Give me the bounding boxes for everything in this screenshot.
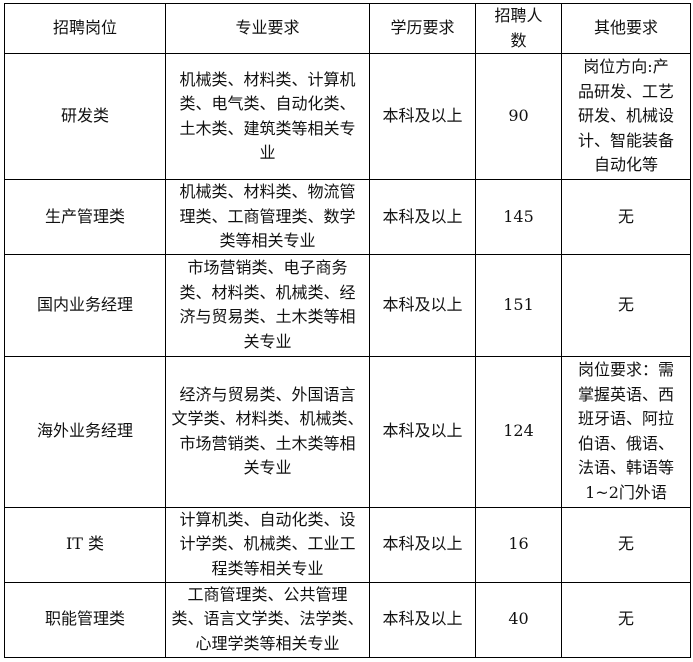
cell-count: 40 (475, 581, 562, 658)
table-row: 海外业务经理 经济与贸易类、外国语言 文学类、材料类、机械类、 市场营销类、土木… (4, 355, 691, 508)
cell-major: 计算机类、自动化类、设 计学类、机械类、工业工 程类等相关专业 (165, 506, 370, 583)
cell-position: 海外业务经理 (4, 355, 166, 508)
header-education: 学历要求 (369, 3, 476, 54)
cell-count: 16 (475, 506, 562, 583)
cell-major: 工商管理类、公共管理 类、语言文学类、法学类、 心理学类等相关专业 (165, 581, 370, 658)
cell-education: 本科及以上 (369, 581, 476, 658)
cell-education: 本科及以上 (369, 506, 476, 583)
header-count: 招聘人 数 (475, 3, 562, 54)
recruitment-table: 招聘岗位 专业要求 学历要求 招聘人 数 其他要求 研发类 机械类、材料类、计算… (4, 3, 691, 658)
cell-other: 无 (561, 253, 691, 357)
cell-education: 本科及以上 (369, 355, 476, 508)
header-major: 专业要求 (165, 3, 370, 54)
cell-position: 国内业务经理 (4, 253, 166, 357)
cell-other: 岗位要求：需 掌握英语、西 班牙语、阿拉 伯语、俄语、 法语、韩语等 1~2门外… (561, 355, 691, 508)
header-other: 其他要求 (561, 3, 691, 54)
cell-count: 124 (475, 355, 562, 508)
cell-position: 生产管理类 (4, 179, 166, 255)
cell-other: 无 (561, 506, 691, 583)
cell-count: 151 (475, 253, 562, 357)
cell-count: 90 (475, 53, 562, 180)
cell-position: 职能管理类 (4, 581, 166, 658)
cell-major: 市场营销类、电子商务 类、材料类、机械类、经 济与贸易类、土木类等相 关专业 (165, 253, 370, 357)
header-position: 招聘岗位 (4, 3, 166, 54)
cell-position: 研发类 (4, 53, 166, 180)
table-row: 研发类 机械类、材料类、计算机 类、电气类、自动化类、 土木类、建筑类等相关专 … (4, 53, 691, 180)
cell-education: 本科及以上 (369, 253, 476, 357)
table-row: IT 类 计算机类、自动化类、设 计学类、机械类、工业工 程类等相关专业 本科及… (4, 506, 691, 583)
cell-major: 机械类、材料类、物流管 理类、工商管理类、数学 类等相关专业 (165, 179, 370, 255)
header-row: 招聘岗位 专业要求 学历要求 招聘人 数 其他要求 (4, 3, 691, 54)
cell-education: 本科及以上 (369, 53, 476, 180)
cell-count: 145 (475, 179, 562, 255)
cell-position: IT 类 (4, 506, 166, 583)
table-row: 职能管理类 工商管理类、公共管理 类、语言文学类、法学类、 心理学类等相关专业 … (4, 581, 691, 658)
cell-major: 经济与贸易类、外国语言 文学类、材料类、机械类、 市场营销类、土木类等相 关专业 (165, 355, 370, 508)
cell-other: 无 (561, 179, 691, 255)
cell-major: 机械类、材料类、计算机 类、电气类、自动化类、 土木类、建筑类等相关专 业 (165, 53, 370, 180)
cell-education: 本科及以上 (369, 179, 476, 255)
table-row: 国内业务经理 市场营销类、电子商务 类、材料类、机械类、经 济与贸易类、土木类等… (4, 253, 691, 357)
table-row: 生产管理类 机械类、材料类、物流管 理类、工商管理类、数学 类等相关专业 本科及… (4, 179, 691, 255)
cell-other: 岗位方向:产 品研发、工艺 研发、机械设 计、智能装备 自动化等 (561, 53, 691, 180)
cell-other: 无 (561, 581, 691, 658)
